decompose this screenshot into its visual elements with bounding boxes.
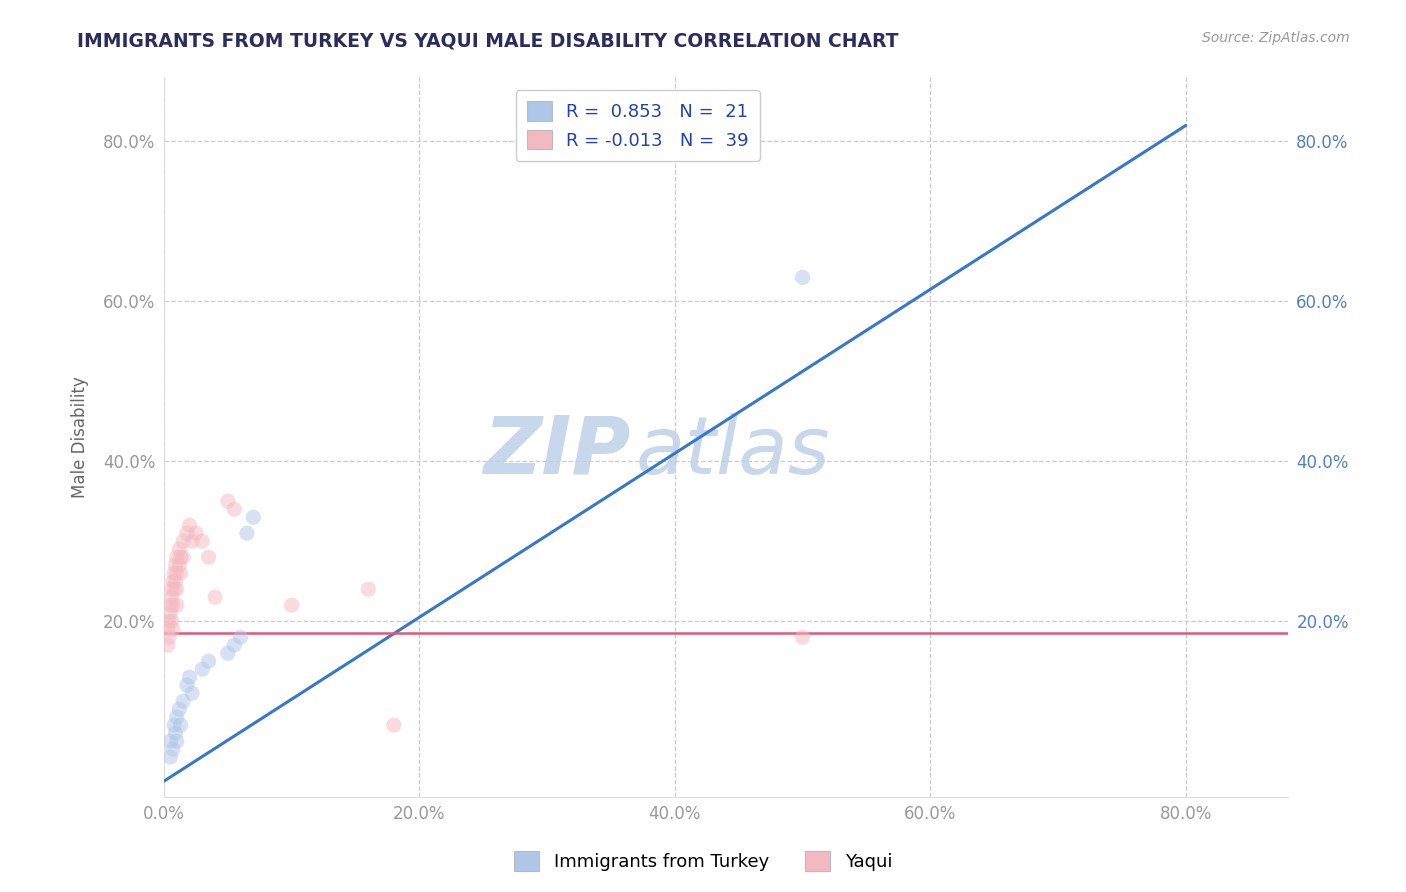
Point xyxy=(156,638,179,652)
Point xyxy=(159,599,181,613)
Point xyxy=(382,718,405,732)
Point xyxy=(224,638,246,652)
Point xyxy=(160,614,183,628)
Point xyxy=(159,606,181,620)
Point xyxy=(179,670,201,684)
Point xyxy=(166,734,188,748)
Point xyxy=(184,526,207,541)
Point xyxy=(169,542,191,557)
Point xyxy=(172,534,194,549)
Point xyxy=(165,726,187,740)
Point xyxy=(197,550,219,565)
Text: IMMIGRANTS FROM TURKEY VS YAQUI MALE DISABILITY CORRELATION CHART: IMMIGRANTS FROM TURKEY VS YAQUI MALE DIS… xyxy=(77,31,898,50)
Point xyxy=(157,614,180,628)
Point xyxy=(179,518,201,533)
Text: Source: ZipAtlas.com: Source: ZipAtlas.com xyxy=(1202,31,1350,45)
Legend: Immigrants from Turkey, Yaqui: Immigrants from Turkey, Yaqui xyxy=(506,844,900,879)
Point xyxy=(172,550,194,565)
Point xyxy=(204,591,226,605)
Y-axis label: Male Disability: Male Disability xyxy=(72,376,89,498)
Point xyxy=(181,534,204,549)
Point xyxy=(166,582,188,597)
Point xyxy=(166,599,188,613)
Point xyxy=(236,526,259,541)
Point xyxy=(176,678,198,692)
Point xyxy=(191,662,214,676)
Point xyxy=(197,654,219,668)
Point xyxy=(229,630,252,644)
Point xyxy=(165,558,187,573)
Point xyxy=(169,566,191,581)
Point xyxy=(162,742,184,756)
Point xyxy=(162,574,184,589)
Point xyxy=(169,558,191,573)
Point xyxy=(166,566,188,581)
Point xyxy=(156,622,179,636)
Point xyxy=(163,566,186,581)
Point xyxy=(172,694,194,708)
Point xyxy=(169,550,191,565)
Text: ZIP: ZIP xyxy=(484,413,630,491)
Point xyxy=(357,582,380,597)
Point xyxy=(242,510,264,524)
Point xyxy=(166,710,188,724)
Point xyxy=(217,646,239,660)
Point xyxy=(165,574,187,589)
Text: atlas: atlas xyxy=(636,413,831,491)
Point xyxy=(181,686,204,700)
Legend: R =  0.853   N =  21, R = -0.013   N =  39: R = 0.853 N = 21, R = -0.013 N = 39 xyxy=(516,90,759,161)
Point xyxy=(159,750,181,764)
Point xyxy=(169,718,191,732)
Point xyxy=(792,630,814,644)
Point xyxy=(162,599,184,613)
Point xyxy=(176,526,198,541)
Point xyxy=(217,494,239,508)
Point xyxy=(160,591,183,605)
Point xyxy=(792,270,814,285)
Point xyxy=(191,534,214,549)
Point xyxy=(162,622,184,636)
Point xyxy=(159,734,181,748)
Point xyxy=(166,550,188,565)
Point xyxy=(163,718,186,732)
Point xyxy=(224,502,246,516)
Point xyxy=(169,702,191,716)
Point xyxy=(160,582,183,597)
Point xyxy=(157,630,180,644)
Point xyxy=(280,599,302,613)
Point xyxy=(163,582,186,597)
